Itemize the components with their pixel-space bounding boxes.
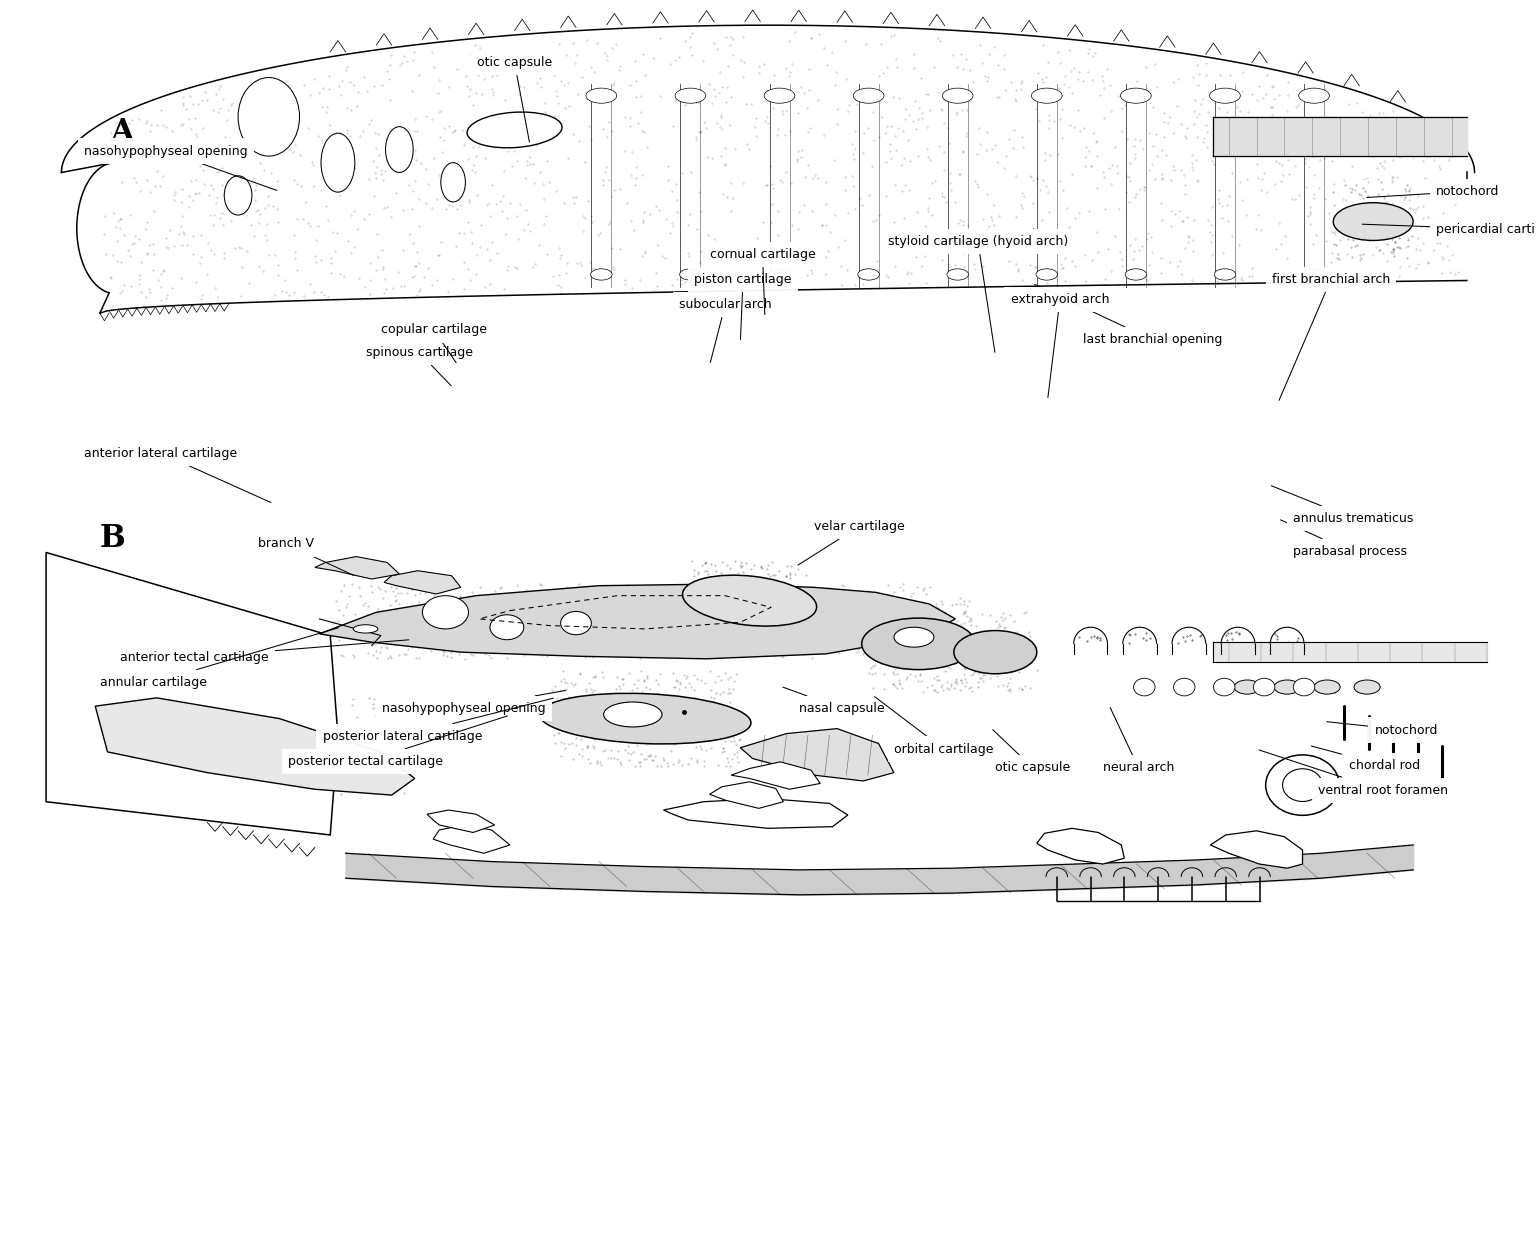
Ellipse shape — [1210, 88, 1240, 103]
Ellipse shape — [679, 269, 700, 281]
Ellipse shape — [1355, 680, 1379, 694]
Ellipse shape — [1298, 88, 1329, 103]
Text: nasal capsule: nasal capsule — [783, 687, 885, 715]
Text: B: B — [100, 524, 126, 554]
Ellipse shape — [490, 614, 524, 640]
Ellipse shape — [1233, 680, 1260, 694]
Ellipse shape — [591, 269, 611, 281]
Ellipse shape — [763, 88, 796, 103]
Text: anterior lateral cartilage: anterior lateral cartilage — [84, 447, 270, 502]
Ellipse shape — [852, 88, 883, 103]
Text: nasohypophyseal opening: nasohypophyseal opening — [84, 145, 276, 190]
Circle shape — [1253, 679, 1275, 696]
Polygon shape — [1210, 831, 1303, 869]
Ellipse shape — [1037, 269, 1057, 281]
Polygon shape — [740, 729, 894, 781]
Text: pericardial cartilage: pericardial cartilage — [1362, 223, 1536, 235]
Text: piston cartilage: piston cartilage — [694, 273, 791, 340]
Ellipse shape — [862, 618, 975, 670]
Text: neural arch: neural arch — [1103, 708, 1174, 774]
Ellipse shape — [1124, 269, 1146, 281]
Text: subocular arch: subocular arch — [679, 298, 771, 363]
Text: posterior lateral cartilage: posterior lateral cartilage — [323, 699, 553, 743]
Text: notochord: notochord — [1327, 721, 1438, 737]
Ellipse shape — [1213, 269, 1235, 281]
Polygon shape — [427, 810, 495, 832]
Text: first branchial arch: first branchial arch — [1272, 273, 1390, 400]
Circle shape — [1174, 679, 1195, 696]
Text: ventral root foramen: ventral root foramen — [1260, 750, 1448, 797]
Text: chordal rod: chordal rod — [1312, 747, 1419, 772]
Circle shape — [1283, 769, 1322, 802]
Circle shape — [1293, 679, 1315, 696]
Ellipse shape — [604, 703, 662, 726]
Circle shape — [1134, 679, 1155, 696]
Ellipse shape — [1121, 88, 1152, 103]
Text: anterior tectal cartilage: anterior tectal cartilage — [120, 640, 409, 663]
Ellipse shape — [946, 269, 968, 281]
Text: extrahyoid arch: extrahyoid arch — [1011, 293, 1109, 398]
Text: otic capsule: otic capsule — [992, 730, 1071, 774]
Ellipse shape — [386, 127, 413, 172]
Ellipse shape — [224, 176, 252, 215]
Text: branch V: branch V — [258, 538, 353, 575]
Text: A: A — [111, 117, 134, 147]
Ellipse shape — [1275, 680, 1299, 694]
Circle shape — [1213, 679, 1235, 696]
Ellipse shape — [1333, 203, 1413, 240]
Polygon shape — [664, 798, 848, 828]
Polygon shape — [731, 762, 820, 789]
Ellipse shape — [1315, 680, 1341, 694]
Text: styloid cartilage (hyoid arch): styloid cartilage (hyoid arch) — [888, 235, 1068, 353]
Text: velar cartilage: velar cartilage — [799, 520, 905, 565]
Ellipse shape — [353, 624, 378, 633]
Text: otic capsule: otic capsule — [478, 57, 551, 142]
Polygon shape — [384, 570, 461, 594]
Ellipse shape — [682, 575, 817, 626]
Text: orbital cartilage: orbital cartilage — [874, 696, 994, 755]
Polygon shape — [433, 825, 510, 854]
Text: copular cartilage: copular cartilage — [381, 324, 487, 363]
Ellipse shape — [238, 78, 300, 156]
Polygon shape — [319, 584, 955, 658]
Ellipse shape — [539, 694, 751, 744]
Ellipse shape — [1032, 88, 1063, 103]
Text: nasohypophyseal opening: nasohypophyseal opening — [382, 690, 565, 715]
Ellipse shape — [321, 133, 355, 193]
Ellipse shape — [441, 162, 465, 201]
Ellipse shape — [1303, 269, 1324, 281]
Polygon shape — [315, 556, 399, 579]
Text: parabasal process: parabasal process — [1281, 520, 1407, 558]
Ellipse shape — [768, 269, 790, 281]
Text: annulus trematicus: annulus trematicus — [1272, 486, 1413, 525]
Polygon shape — [710, 782, 783, 808]
Text: spinous cartilage: spinous cartilage — [366, 346, 473, 385]
Polygon shape — [46, 553, 338, 835]
Text: cornual cartilage: cornual cartilage — [710, 248, 816, 315]
Ellipse shape — [561, 612, 591, 635]
Ellipse shape — [894, 627, 934, 647]
Ellipse shape — [954, 631, 1037, 674]
Circle shape — [1266, 755, 1339, 816]
Text: annular cartilage: annular cartilage — [100, 628, 338, 689]
Text: notochord: notochord — [1367, 185, 1499, 198]
Ellipse shape — [587, 88, 617, 103]
Text: last branchial opening: last branchial opening — [1035, 285, 1223, 346]
Ellipse shape — [942, 88, 974, 103]
Polygon shape — [95, 697, 415, 796]
Ellipse shape — [422, 596, 468, 630]
Polygon shape — [1037, 828, 1124, 864]
Ellipse shape — [676, 88, 707, 103]
Ellipse shape — [467, 112, 562, 147]
Text: posterior tectal cartilage: posterior tectal cartilage — [289, 716, 507, 768]
Ellipse shape — [857, 269, 879, 281]
